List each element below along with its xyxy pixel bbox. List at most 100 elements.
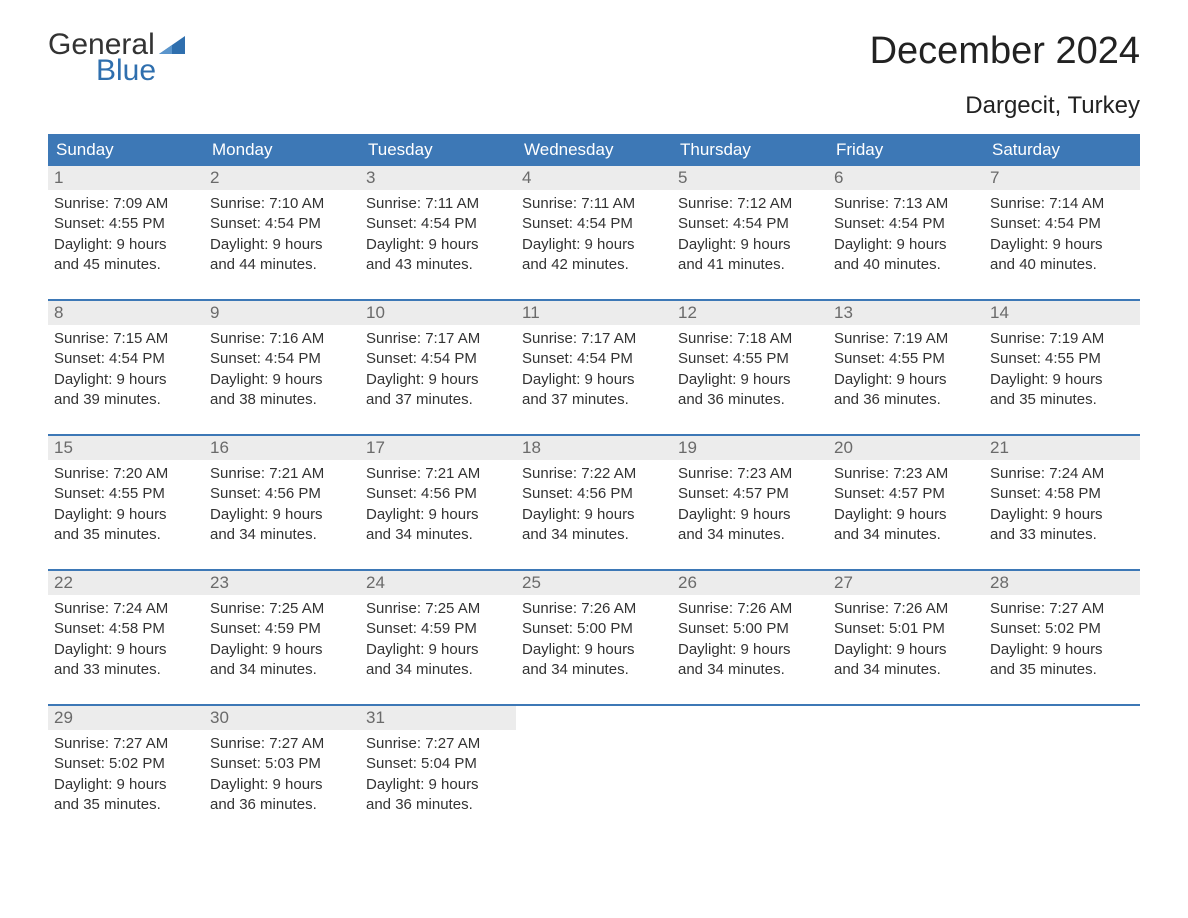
calendar-day: 18Sunrise: 7:22 AMSunset: 4:56 PMDayligh… bbox=[516, 436, 672, 549]
sunset-text: Sunset: 4:55 PM bbox=[54, 484, 198, 504]
calendar-day: 20Sunrise: 7:23 AMSunset: 4:57 PMDayligh… bbox=[828, 436, 984, 549]
day-details: Sunrise: 7:18 AMSunset: 4:55 PMDaylight:… bbox=[672, 325, 828, 414]
calendar-day: 26Sunrise: 7:26 AMSunset: 5:00 PMDayligh… bbox=[672, 571, 828, 684]
day-details: Sunrise: 7:11 AMSunset: 4:54 PMDaylight:… bbox=[516, 190, 672, 279]
calendar-day: 22Sunrise: 7:24 AMSunset: 4:58 PMDayligh… bbox=[48, 571, 204, 684]
sunrise-text: Sunrise: 7:15 AM bbox=[54, 329, 198, 349]
daylight-text: and 35 minutes. bbox=[54, 795, 198, 815]
day-details: Sunrise: 7:23 AMSunset: 4:57 PMDaylight:… bbox=[672, 460, 828, 549]
day-number: 6 bbox=[828, 166, 984, 190]
day-details: Sunrise: 7:19 AMSunset: 4:55 PMDaylight:… bbox=[828, 325, 984, 414]
calendar: Sunday Monday Tuesday Wednesday Thursday… bbox=[48, 134, 1140, 819]
day-number: 3 bbox=[360, 166, 516, 190]
day-number: 22 bbox=[48, 571, 204, 595]
day-details: Sunrise: 7:10 AMSunset: 4:54 PMDaylight:… bbox=[204, 190, 360, 279]
daylight-text: Daylight: 9 hours bbox=[990, 505, 1134, 525]
daylight-text: and 34 minutes. bbox=[210, 660, 354, 680]
calendar-week: 8Sunrise: 7:15 AMSunset: 4:54 PMDaylight… bbox=[48, 299, 1140, 414]
calendar-day: 9Sunrise: 7:16 AMSunset: 4:54 PMDaylight… bbox=[204, 301, 360, 414]
daylight-text: and 33 minutes. bbox=[990, 525, 1134, 545]
day-number: 5 bbox=[672, 166, 828, 190]
day-number bbox=[516, 706, 672, 710]
sunrise-text: Sunrise: 7:21 AM bbox=[210, 464, 354, 484]
sunset-text: Sunset: 4:55 PM bbox=[678, 349, 822, 369]
sunrise-text: Sunrise: 7:10 AM bbox=[210, 194, 354, 214]
day-number bbox=[984, 706, 1140, 710]
day-number: 19 bbox=[672, 436, 828, 460]
daylight-text: Daylight: 9 hours bbox=[54, 235, 198, 255]
daylight-text: and 35 minutes. bbox=[990, 660, 1134, 680]
day-number bbox=[828, 706, 984, 710]
day-number: 25 bbox=[516, 571, 672, 595]
daylight-text: and 36 minutes. bbox=[678, 390, 822, 410]
calendar-day: 16Sunrise: 7:21 AMSunset: 4:56 PMDayligh… bbox=[204, 436, 360, 549]
calendar-day: 12Sunrise: 7:18 AMSunset: 4:55 PMDayligh… bbox=[672, 301, 828, 414]
sunrise-text: Sunrise: 7:18 AM bbox=[678, 329, 822, 349]
daylight-text: Daylight: 9 hours bbox=[678, 235, 822, 255]
day-number: 29 bbox=[48, 706, 204, 730]
page-title: December 2024 bbox=[870, 30, 1140, 73]
calendar-week: 15Sunrise: 7:20 AMSunset: 4:55 PMDayligh… bbox=[48, 434, 1140, 549]
day-header-friday: Friday bbox=[828, 134, 984, 166]
day-number: 11 bbox=[516, 301, 672, 325]
day-details: Sunrise: 7:26 AMSunset: 5:00 PMDaylight:… bbox=[672, 595, 828, 684]
day-details: Sunrise: 7:27 AMSunset: 5:04 PMDaylight:… bbox=[360, 730, 516, 819]
sunset-text: Sunset: 5:03 PM bbox=[210, 754, 354, 774]
calendar-week: 29Sunrise: 7:27 AMSunset: 5:02 PMDayligh… bbox=[48, 704, 1140, 819]
sunrise-text: Sunrise: 7:22 AM bbox=[522, 464, 666, 484]
day-number: 15 bbox=[48, 436, 204, 460]
day-number: 18 bbox=[516, 436, 672, 460]
sunrise-text: Sunrise: 7:16 AM bbox=[210, 329, 354, 349]
day-details: Sunrise: 7:15 AMSunset: 4:54 PMDaylight:… bbox=[48, 325, 204, 414]
sunset-text: Sunset: 4:55 PM bbox=[54, 214, 198, 234]
day-number: 1 bbox=[48, 166, 204, 190]
sunset-text: Sunset: 4:54 PM bbox=[678, 214, 822, 234]
sunset-text: Sunset: 4:57 PM bbox=[834, 484, 978, 504]
day-details: Sunrise: 7:17 AMSunset: 4:54 PMDaylight:… bbox=[360, 325, 516, 414]
day-details: Sunrise: 7:27 AMSunset: 5:02 PMDaylight:… bbox=[984, 595, 1140, 684]
calendar-day bbox=[984, 706, 1140, 819]
day-number: 23 bbox=[204, 571, 360, 595]
day-number: 24 bbox=[360, 571, 516, 595]
day-number: 26 bbox=[672, 571, 828, 595]
day-details: Sunrise: 7:24 AMSunset: 4:58 PMDaylight:… bbox=[984, 460, 1140, 549]
sunset-text: Sunset: 4:59 PM bbox=[210, 619, 354, 639]
daylight-text: and 37 minutes. bbox=[366, 390, 510, 410]
daylight-text: and 39 minutes. bbox=[54, 390, 198, 410]
daylight-text: and 42 minutes. bbox=[522, 255, 666, 275]
calendar-day bbox=[828, 706, 984, 819]
sunrise-text: Sunrise: 7:20 AM bbox=[54, 464, 198, 484]
day-details: Sunrise: 7:20 AMSunset: 4:55 PMDaylight:… bbox=[48, 460, 204, 549]
calendar-day bbox=[672, 706, 828, 819]
daylight-text: Daylight: 9 hours bbox=[834, 640, 978, 660]
calendar-day: 2Sunrise: 7:10 AMSunset: 4:54 PMDaylight… bbox=[204, 166, 360, 279]
daylight-text: and 36 minutes. bbox=[366, 795, 510, 815]
day-details: Sunrise: 7:13 AMSunset: 4:54 PMDaylight:… bbox=[828, 190, 984, 279]
daylight-text: Daylight: 9 hours bbox=[54, 640, 198, 660]
calendar-day: 1Sunrise: 7:09 AMSunset: 4:55 PMDaylight… bbox=[48, 166, 204, 279]
logo: General Blue bbox=[48, 30, 185, 86]
daylight-text: Daylight: 9 hours bbox=[366, 235, 510, 255]
calendar-day: 21Sunrise: 7:24 AMSunset: 4:58 PMDayligh… bbox=[984, 436, 1140, 549]
sunset-text: Sunset: 4:58 PM bbox=[990, 484, 1134, 504]
daylight-text: and 34 minutes. bbox=[522, 525, 666, 545]
day-number: 31 bbox=[360, 706, 516, 730]
calendar-day: 8Sunrise: 7:15 AMSunset: 4:54 PMDaylight… bbox=[48, 301, 204, 414]
day-number: 10 bbox=[360, 301, 516, 325]
day-details: Sunrise: 7:26 AMSunset: 5:01 PMDaylight:… bbox=[828, 595, 984, 684]
sunrise-text: Sunrise: 7:12 AM bbox=[678, 194, 822, 214]
daylight-text: Daylight: 9 hours bbox=[678, 370, 822, 390]
daylight-text: Daylight: 9 hours bbox=[990, 370, 1134, 390]
day-details: Sunrise: 7:19 AMSunset: 4:55 PMDaylight:… bbox=[984, 325, 1140, 414]
daylight-text: Daylight: 9 hours bbox=[54, 505, 198, 525]
day-number bbox=[672, 706, 828, 710]
sunrise-text: Sunrise: 7:26 AM bbox=[522, 599, 666, 619]
daylight-text: Daylight: 9 hours bbox=[678, 505, 822, 525]
calendar-day: 13Sunrise: 7:19 AMSunset: 4:55 PMDayligh… bbox=[828, 301, 984, 414]
day-details: Sunrise: 7:21 AMSunset: 4:56 PMDaylight:… bbox=[360, 460, 516, 549]
sunrise-text: Sunrise: 7:26 AM bbox=[678, 599, 822, 619]
sunrise-text: Sunrise: 7:17 AM bbox=[522, 329, 666, 349]
daylight-text: and 34 minutes. bbox=[366, 660, 510, 680]
day-details: Sunrise: 7:25 AMSunset: 4:59 PMDaylight:… bbox=[204, 595, 360, 684]
sunset-text: Sunset: 5:00 PM bbox=[522, 619, 666, 639]
